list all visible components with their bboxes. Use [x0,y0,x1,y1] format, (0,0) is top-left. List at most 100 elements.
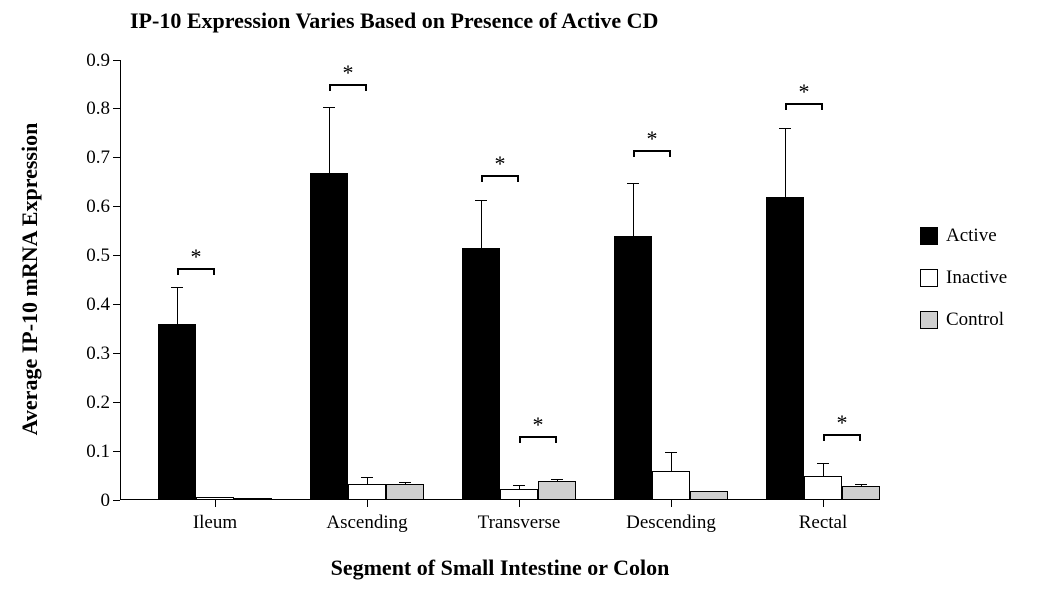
legend-item-inactive: Inactive [920,267,1007,289]
y-tick-label: 0.8 [65,98,110,120]
significance-tick [555,436,557,443]
error-cap [513,485,525,486]
error-bar [329,107,330,173]
error-cap [665,452,677,453]
bar-inactive [348,484,386,500]
y-tick-label: 0.3 [65,343,110,365]
x-axis-label: Segment of Small Intestine or Colon [300,555,700,581]
error-bar [481,200,482,248]
legend-label: Inactive [946,267,1007,289]
bar-inactive [652,471,690,500]
error-bar [177,287,178,324]
y-tick [113,255,120,256]
significance-tick [823,434,825,441]
error-bar [785,128,786,196]
error-cap [323,107,335,108]
error-bar [823,463,824,475]
significance-tick [177,268,179,275]
x-tick [519,500,520,507]
error-cap [171,287,183,288]
error-bar [633,183,634,236]
y-tick-label: 0.9 [65,50,110,72]
error-bar [671,452,672,471]
y-tick-label: 0.2 [65,392,110,414]
error-cap [475,200,487,201]
y-tick-label: 0.7 [65,147,110,169]
category-label: Transverse [449,512,589,534]
significance-tick [519,436,521,443]
y-tick-label: 0.1 [65,441,110,463]
significance-tick [213,268,215,275]
bar-active [462,248,500,500]
legend-swatch [920,269,938,287]
category-label: Ascending [297,512,437,534]
legend-swatch [920,227,938,245]
significance-star: * [640,126,664,152]
error-cap [855,484,867,485]
bar-inactive [196,497,234,500]
y-tick-label: 0.4 [65,294,110,316]
bar-control [234,498,272,500]
bar-active [158,324,196,500]
significance-tick [785,103,787,110]
significance-tick [365,84,367,91]
category-label: Rectal [753,512,893,534]
error-bar [367,477,368,484]
legend-item-active: Active [920,225,997,247]
bar-active [614,236,652,500]
plot-area: 00.10.20.30.40.50.60.70.80.9IleumAscendi… [120,60,880,500]
significance-tick [481,175,483,182]
error-cap [627,183,639,184]
significance-tick [669,150,671,157]
bar-control [842,486,880,500]
significance-tick [859,434,861,441]
significance-star: * [526,412,550,438]
significance-star: * [792,79,816,105]
y-tick [113,304,120,305]
x-tick [215,500,216,507]
error-cap [551,479,563,480]
legend-label: Control [946,309,1004,331]
y-tick [113,353,120,354]
bar-inactive [804,476,842,500]
significance-star: * [830,410,854,436]
chart-title: IP-10 Expression Varies Based on Presenc… [130,8,658,34]
y-tick [113,157,120,158]
y-tick [113,500,120,501]
bar-control [538,481,576,500]
x-tick [823,500,824,507]
x-tick [671,500,672,507]
bar-control [690,491,728,500]
y-axis-label: Average IP-10 mRNA Expression [17,109,43,449]
y-tick-label: 0 [65,490,110,512]
y-tick [113,60,120,61]
significance-tick [821,103,823,110]
significance-tick [329,84,331,91]
bar-active [766,197,804,500]
y-tick-label: 0.6 [65,196,110,218]
y-tick [113,402,120,403]
legend-label: Active [946,225,997,247]
significance-star: * [336,60,360,86]
legend-item-control: Control [920,309,1004,331]
error-cap [817,463,829,464]
y-tick [113,206,120,207]
significance-star: * [184,244,208,270]
error-cap [399,482,411,483]
y-tick [113,451,120,452]
legend-swatch [920,311,938,329]
significance-tick [517,175,519,182]
y-tick-label: 0.5 [65,245,110,267]
chart-stage: IP-10 Expression Varies Based on Presenc… [0,0,1050,597]
x-tick [367,500,368,507]
category-label: Descending [601,512,741,534]
significance-star: * [488,151,512,177]
category-label: Ileum [145,512,285,534]
y-axis [120,60,121,500]
bar-inactive [500,489,538,500]
bar-control [386,484,424,500]
significance-tick [633,150,635,157]
bar-active [310,173,348,500]
error-cap [779,128,791,129]
y-tick [113,108,120,109]
